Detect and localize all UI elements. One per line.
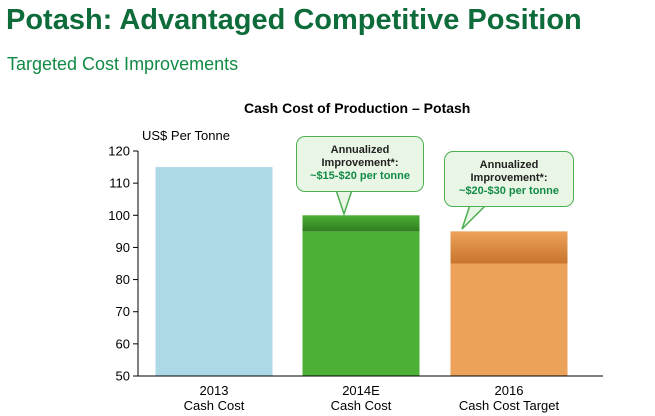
y-tick-label: 60 <box>116 336 130 351</box>
callout-2014-tail <box>334 189 354 217</box>
callout-2016-tail <box>461 204 488 230</box>
y-tick-label: 80 <box>116 272 130 287</box>
x-category-label: 2013 <box>200 383 229 398</box>
x-category-label: 2014E <box>342 383 380 398</box>
y-tick-label: 120 <box>108 144 130 159</box>
y-axis-label: US$ Per Tonne <box>142 128 230 143</box>
x-category-label: Cash Cost <box>184 398 245 413</box>
slide-title: Potash: Advantaged Competitive Position <box>6 4 582 36</box>
callout-line: Improvement*: <box>470 172 548 184</box>
y-tick-label: 100 <box>108 208 130 223</box>
x-category-label: Cash Cost <box>331 398 392 413</box>
callout-value: ~$15-$20 per tonne <box>310 170 410 182</box>
chart-title: Cash Cost of Production – Potash <box>244 100 471 116</box>
callout-line: Annualized <box>330 144 390 156</box>
y-tick-label: 50 <box>116 369 130 384</box>
x-category-label: Cash Cost Target <box>459 398 560 413</box>
callout-line: Improvement*: <box>321 157 399 169</box>
bar-2016-target-improvement-band <box>450 231 568 264</box>
y-tick-label: 90 <box>116 240 130 255</box>
bar-2016-target <box>450 263 568 376</box>
x-category-label: 2016 <box>495 383 524 398</box>
bar-2013 <box>155 167 273 376</box>
y-tick-label: 70 <box>116 304 130 319</box>
bar-2014e-improvement-band <box>302 215 420 232</box>
callout-2016-improvement: Annualized Improvement*: ~$20-$30 per to… <box>444 151 574 207</box>
callout-line: Annualized <box>479 159 539 171</box>
bar-2014e <box>302 231 420 376</box>
callout-2014-improvement: Annualized Improvement*: ~$15-$20 per to… <box>296 136 424 192</box>
callout-value: ~$20-$30 per tonne <box>459 185 559 197</box>
y-tick-label: 110 <box>109 176 130 191</box>
slide-subtitle: Targeted Cost Improvements <box>7 54 239 74</box>
